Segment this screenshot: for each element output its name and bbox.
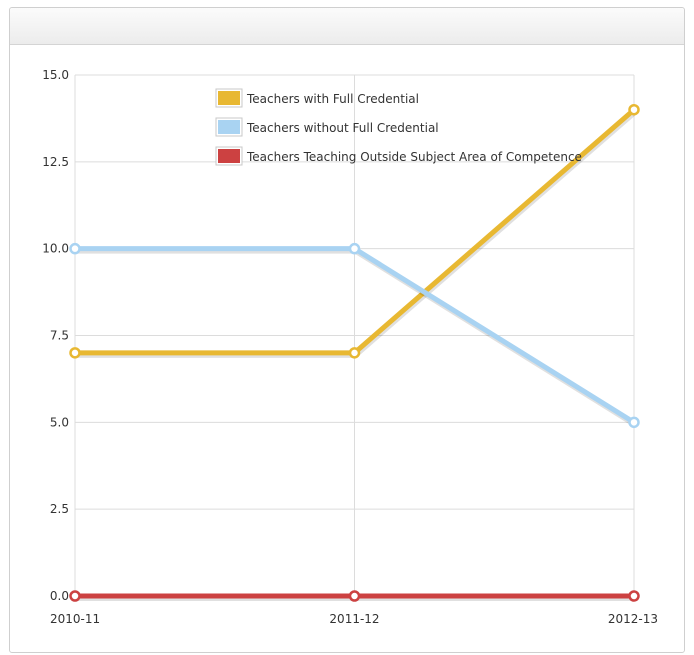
legend-label[interactable]: Teachers Teaching Outside Subject Area o… (246, 150, 582, 164)
series-shadow (76, 247, 637, 427)
y-axis-ticks: 0.0 2.5 5.0 7.5 10.0 12.5 15.0 (42, 68, 69, 603)
chart-panel (9, 7, 685, 653)
series-lines (69, 103, 640, 602)
x-tick-label: 2011-12 (329, 612, 379, 626)
data-point[interactable] (348, 590, 361, 602)
legend-swatch (218, 120, 240, 134)
data-point[interactable] (628, 590, 640, 602)
y-tick-label: 5.0 (50, 415, 69, 429)
y-tick-label: 12.5 (42, 155, 69, 169)
data-point[interactable] (348, 347, 361, 359)
x-tick-label: 2012-13 (608, 612, 658, 626)
panel-header (10, 8, 684, 45)
data-point[interactable] (69, 590, 81, 602)
x-axis-ticks: 2010-11 2011-12 2012-13 (50, 612, 658, 626)
data-point[interactable] (69, 242, 81, 255)
legend-swatch (218, 149, 240, 163)
data-point[interactable] (69, 347, 81, 359)
y-tick-label: 15.0 (42, 68, 69, 82)
grid (74, 74, 635, 597)
y-tick-label: 0.0 (50, 589, 69, 603)
data-point[interactable] (628, 416, 640, 429)
y-tick-label: 2.5 (50, 502, 69, 516)
data-point[interactable] (628, 103, 640, 116)
legend-label[interactable]: Teachers without Full Credential (246, 121, 439, 135)
y-tick-label: 7.5 (50, 329, 69, 343)
legend-label[interactable]: Teachers with Full Credential (246, 92, 419, 106)
y-tick-label: 10.0 (42, 242, 69, 256)
legend: Teachers with Full Credential Teachers wi… (215, 88, 582, 166)
x-tick-label: 2010-11 (50, 612, 100, 626)
data-point[interactable] (348, 242, 361, 255)
legend-swatch (218, 91, 240, 105)
series-shadow (76, 109, 637, 358)
